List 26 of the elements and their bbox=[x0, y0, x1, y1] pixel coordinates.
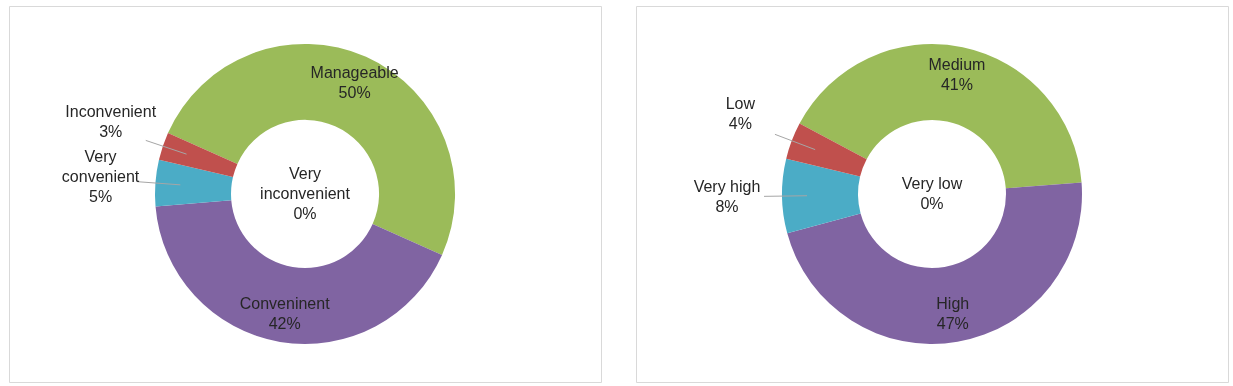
slice-label: Medium bbox=[928, 55, 986, 73]
data-label: 50% bbox=[338, 83, 371, 101]
category-label: Very low bbox=[901, 175, 963, 192]
text: 0% bbox=[920, 195, 944, 212]
data-label: 5% bbox=[88, 188, 113, 206]
donut-slice bbox=[155, 159, 233, 207]
slice-label: Very high bbox=[693, 178, 761, 196]
data-label: 8% bbox=[715, 198, 739, 216]
donut-slice bbox=[155, 200, 443, 344]
donut-slice bbox=[158, 132, 238, 178]
data-label: 47% bbox=[936, 315, 969, 333]
donut-slice bbox=[782, 158, 861, 234]
slice-label: Low bbox=[725, 94, 756, 112]
data-label: 3% bbox=[99, 123, 123, 141]
text: 0% bbox=[293, 205, 317, 222]
data-label: 42% bbox=[268, 315, 301, 333]
data-label: 4% bbox=[728, 114, 752, 132]
donut-slice bbox=[167, 43, 455, 256]
slice-label: Manageable bbox=[310, 63, 399, 81]
slice-label: Very convenient bbox=[61, 148, 140, 186]
donut-slice bbox=[786, 123, 867, 177]
data-label: 41% bbox=[940, 75, 973, 93]
category-label: Very inconvenient bbox=[260, 165, 350, 202]
slice-label: High bbox=[936, 295, 970, 313]
slice-label: Conveninent bbox=[239, 295, 331, 313]
slice-label: Inconvenient bbox=[65, 103, 157, 121]
